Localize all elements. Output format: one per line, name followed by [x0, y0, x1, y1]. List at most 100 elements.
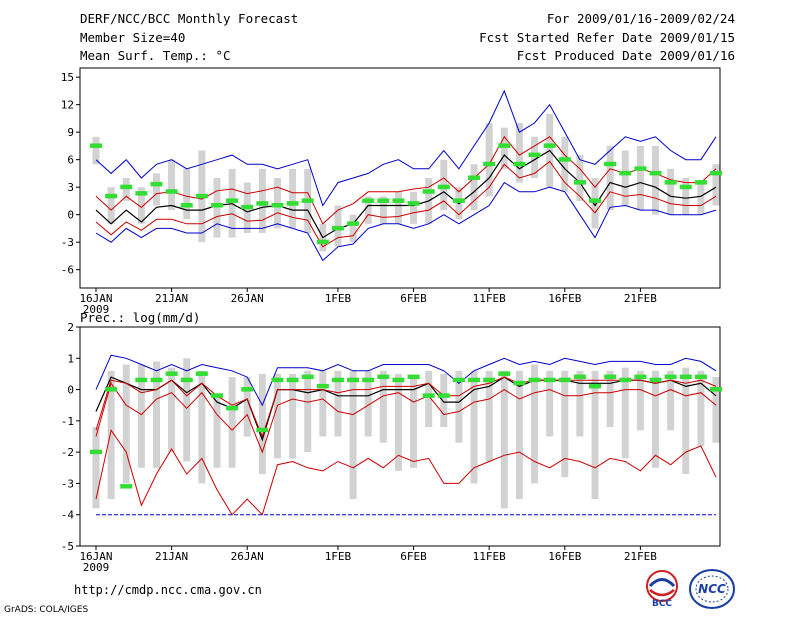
- panel-1-green-marker: [226, 405, 239, 411]
- panel-1-range-bar: [621, 367, 629, 459]
- panel-0-green-marker: [120, 184, 133, 190]
- panel-0-range-bar: [531, 136, 539, 178]
- panel-1-frame: [79, 326, 721, 547]
- variable-label: Mean Surf. Temp.: °C: [80, 48, 231, 63]
- panel-0-green-marker: [347, 221, 360, 226]
- panel-1-ytick-label: 2: [67, 321, 74, 334]
- panel-1-green-marker: [483, 377, 496, 383]
- panel-1-range-bar: [440, 373, 448, 428]
- panel-1-range-bar: [500, 370, 508, 509]
- panel-0-range-bar: [92, 136, 100, 165]
- panel-1-green-marker: [710, 387, 722, 392]
- panel-0-range-bar: [561, 136, 569, 192]
- panel-0-range-bar: [213, 178, 221, 238]
- panel-0-range-bar: [258, 168, 266, 233]
- panel-1-range-bar: [652, 370, 660, 468]
- panel-1-green-marker: [498, 371, 511, 376]
- panel-0-green-marker: [679, 184, 692, 190]
- panel-0-range-bar: [621, 150, 629, 206]
- panel-1-green-marker: [407, 374, 420, 380]
- bcc-logo-text: BCC: [652, 599, 672, 608]
- chart-title: DERF/NCC/BCC Monthly Forecast: [80, 11, 299, 26]
- panel-1-ytick-label: 1: [67, 352, 74, 365]
- panel-1-green-marker: [634, 374, 647, 380]
- panel-0-range-bar: [349, 214, 357, 243]
- panel-1-range-bar: [243, 377, 251, 437]
- panel-0-xtick-label: 16JAN: [79, 292, 112, 305]
- panel-0-range-bar: [137, 187, 145, 224]
- panel-1-range-bar: [107, 370, 115, 500]
- panel-0-range-bar: [168, 159, 176, 211]
- panel-0-range-bar: [470, 164, 478, 211]
- panel-1-range-bar: [122, 364, 130, 484]
- panel-1-xtick-label: 26JAN: [231, 550, 264, 563]
- panel-0-green-marker: [573, 180, 586, 185]
- panel-1-range-bar: [410, 377, 418, 468]
- panel-0-green-marker: [589, 198, 602, 203]
- panel-1-xtick-label: 21JAN: [155, 550, 188, 563]
- panel-0-range-bar: [500, 127, 508, 169]
- panel-1-green-marker: [694, 374, 707, 380]
- panel-0-green-marker: [407, 201, 420, 206]
- panel-1-green-marker: [210, 393, 223, 398]
- panel-0-green-marker: [331, 225, 344, 231]
- panel-0-green-marker: [241, 204, 254, 210]
- panel-0-ytick-label: 12: [61, 99, 74, 112]
- panel-0-green-marker: [710, 170, 722, 176]
- panel-1-green-marker: [195, 371, 208, 376]
- panel-0-range-bar: [107, 187, 115, 224]
- panel-1-range-bar: [576, 370, 584, 437]
- panel-0-xtick-label: 21JAN: [155, 292, 188, 305]
- panel-0-green-marker: [664, 180, 677, 185]
- panel-1-green-marker: [286, 377, 299, 383]
- panel-1-green-marker: [619, 377, 632, 383]
- panel-1-green-marker: [331, 377, 344, 383]
- panel-0-range-bar: [394, 191, 402, 224]
- ncc-logo: NCC: [689, 569, 735, 609]
- panel-0-green-marker: [286, 201, 299, 206]
- source-url[interactable]: http://cmdp.ncc.cma.gov.cn: [74, 583, 262, 597]
- grads-credit: GrADS: COLA/IGES: [4, 605, 89, 615]
- panel-0-green-marker: [558, 157, 571, 162]
- panel-0-green-marker: [210, 203, 223, 208]
- panel-1-xtick-label: 11FEB: [473, 550, 506, 563]
- panel-0-green-marker: [513, 161, 526, 167]
- panel-0-range-bar: [591, 178, 599, 229]
- panel-1-title: Prec.: log(mm/d): [80, 310, 200, 325]
- panel-1-green-marker: [120, 484, 133, 489]
- panel-0-ytick-label: -6: [61, 264, 74, 277]
- panel-0-green-marker: [301, 198, 314, 203]
- panel-1-range-bar: [561, 370, 569, 478]
- panel-1-series-lower-red-2: [95, 428, 717, 516]
- member-size: Member Size=40: [80, 30, 186, 45]
- panel-1-green-marker: [422, 393, 435, 398]
- panel-0-green-marker: [362, 198, 375, 203]
- panel-1-green-marker: [150, 377, 163, 383]
- panel-0-green-marker: [195, 193, 208, 199]
- panel-0-green-marker: [165, 189, 178, 194]
- panel-1-range-bar: [697, 370, 705, 446]
- panel-0-ytick-label: -3: [61, 236, 74, 249]
- panel-0-range-bar: [379, 196, 387, 224]
- panel-1-range-bar: [682, 367, 690, 475]
- panel-0-series-lower-red: [95, 160, 717, 248]
- panel-1-ytick-label: -5: [61, 540, 74, 553]
- panel-1-range-bar: [349, 370, 357, 500]
- panel-1-range-bar: [667, 370, 675, 431]
- panel-1-ytick-label: -4: [61, 509, 75, 522]
- panel-1-range-bar: [152, 361, 160, 468]
- panel-0-range-bar: [576, 155, 584, 201]
- panel-1-green-marker: [679, 374, 692, 380]
- panel-1-xtick-label: 21FEB: [624, 550, 657, 563]
- panel-0-range-bar: [515, 123, 523, 183]
- forecast-produced-date: Fcst Produced Date 2009/01/16: [516, 48, 735, 63]
- panel-1-green-marker: [256, 427, 269, 433]
- panel-1-range-bar: [470, 370, 478, 484]
- panel-0-range-bar: [410, 191, 418, 224]
- panel-0-green-marker: [316, 239, 329, 245]
- panel-1-range-bar: [273, 373, 281, 459]
- forecast-period: For 2009/01/16-2009/02/24: [546, 11, 735, 26]
- panel-1-green-marker: [528, 377, 541, 383]
- panel-0-green-marker: [634, 166, 647, 171]
